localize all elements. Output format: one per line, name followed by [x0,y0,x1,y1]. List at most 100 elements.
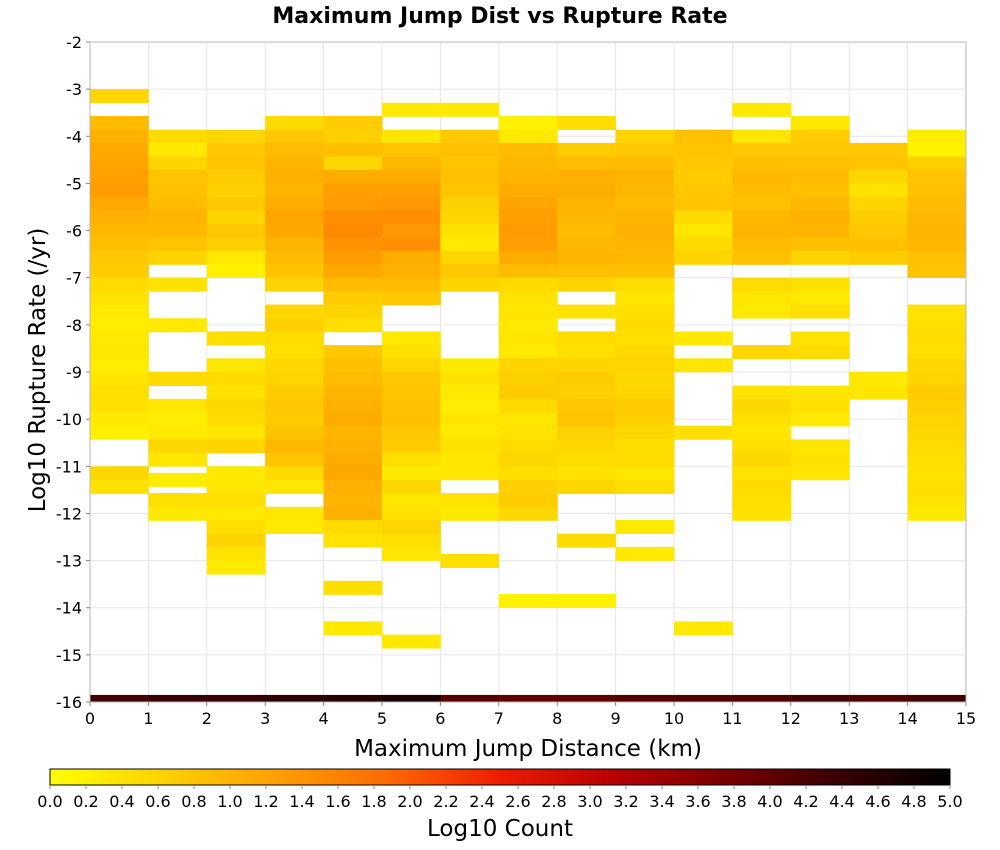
heatmap-cell [323,277,383,292]
heatmap-cell [323,466,383,481]
heatmap-cell [440,210,500,225]
heatmap-cell [557,358,617,373]
heatmap-cell [440,493,500,508]
heatmap-cell [732,479,792,494]
heatmap-cell [732,439,792,454]
heatmap-cell [148,425,208,440]
colorbar [49,768,951,786]
heatmap-cell [557,264,617,279]
heatmap-cell [615,466,675,481]
heatmap-cell [790,142,850,157]
heatmap-cell [206,358,266,373]
heatmap-cell [382,385,441,400]
heatmap-cell [907,452,967,467]
heatmap-cell [265,425,325,440]
bottom-row-cell [440,694,500,702]
heatmap-cell [323,580,383,595]
heatmap-cell [615,169,675,184]
heatmap-cell [615,197,675,212]
heatmap-cell [382,546,441,561]
heatmap-cell [557,197,617,212]
heatmap-cell [90,264,149,279]
heatmap-cell [615,479,675,494]
heatmap-cell [849,197,909,212]
x-tick-label: 15 [956,709,976,728]
heatmap-cell [382,412,441,427]
colorbar-tick-label: 2.6 [505,792,530,811]
y-tick-label: -16 [56,693,82,712]
heatmap-cell [382,425,441,440]
heatmap-cell [557,304,617,319]
heatmap-cell [557,452,617,467]
heatmap-cell [440,223,500,238]
heatmap-cell [732,129,792,144]
heatmap-cell [206,372,266,386]
heatmap-cell [615,452,675,467]
chart-title: Maximum Jump Dist vs Rupture Rate [272,4,727,29]
heatmap-cell [148,277,208,292]
heatmap-cell [557,412,617,427]
x-tick-label: 12 [781,709,801,728]
heatmap-cell [498,398,558,413]
heatmap-cell [790,169,850,184]
heatmap-cell [732,304,792,319]
heatmap-cell [265,264,325,279]
heatmap-cell [323,304,383,319]
heatmap-cell [498,197,558,212]
heatmap-cell [849,372,909,386]
heatmap-cell [790,466,850,481]
heatmap-cell [382,250,441,265]
heatmap-cell [206,197,266,212]
heatmap-cell [907,237,967,252]
heatmap-cell [907,210,967,225]
heatmap-cell [148,129,208,144]
heatmap-cell [206,546,266,561]
heatmap-cell [732,142,792,157]
heatmap-cell [849,210,909,225]
heatmap-cell [732,291,792,306]
heatmap-cell [732,425,792,440]
heatmap-cell [148,250,208,265]
heatmap-cell [615,250,675,265]
heatmap-cell [790,197,850,212]
heatmap-cell [440,102,500,117]
heatmap-cell [382,372,441,386]
heatmap-cell [90,345,149,360]
heatmap-cell [90,479,149,494]
heatmap-cell [498,142,558,157]
heatmap-cell [790,156,850,171]
heatmap-cell [498,452,558,467]
heatmap-cell [615,398,675,413]
colorbar-tick-label: 4.2 [793,792,818,811]
heatmap-cell [323,169,383,184]
heatmap-cell [790,398,850,413]
heatmap-cell [498,291,558,306]
heatmap-cell [382,520,441,534]
heatmap-cell [323,250,383,265]
heatmap-cell [323,345,383,360]
heatmap-cell [674,169,733,184]
heatmap-cell [440,372,500,386]
heatmap-cell [323,291,383,306]
heatmap-cell [732,345,792,360]
heatmap-cell [265,197,325,212]
heatmap-cell [615,142,675,157]
heatmap-cell [615,425,675,440]
colorbar-tick-label: 0.2 [73,792,98,811]
heatmap-cell [148,223,208,238]
heatmap-cell [498,506,558,521]
colorbar-tick-label: 3.4 [649,792,674,811]
heatmap-cell [265,116,325,130]
heatmap-cell [90,142,149,157]
heatmap-cell [849,142,909,157]
colorbar-label: Log10 Count [427,816,573,842]
heatmap-cell [148,169,208,184]
heatmap-cell [323,183,383,198]
heatmap-cell [674,621,733,636]
heatmap-cell [907,223,967,238]
heatmap-cell [148,237,208,252]
heatmap-cell [90,385,149,400]
heatmap-cell [849,169,909,184]
heatmap-cell [732,223,792,238]
